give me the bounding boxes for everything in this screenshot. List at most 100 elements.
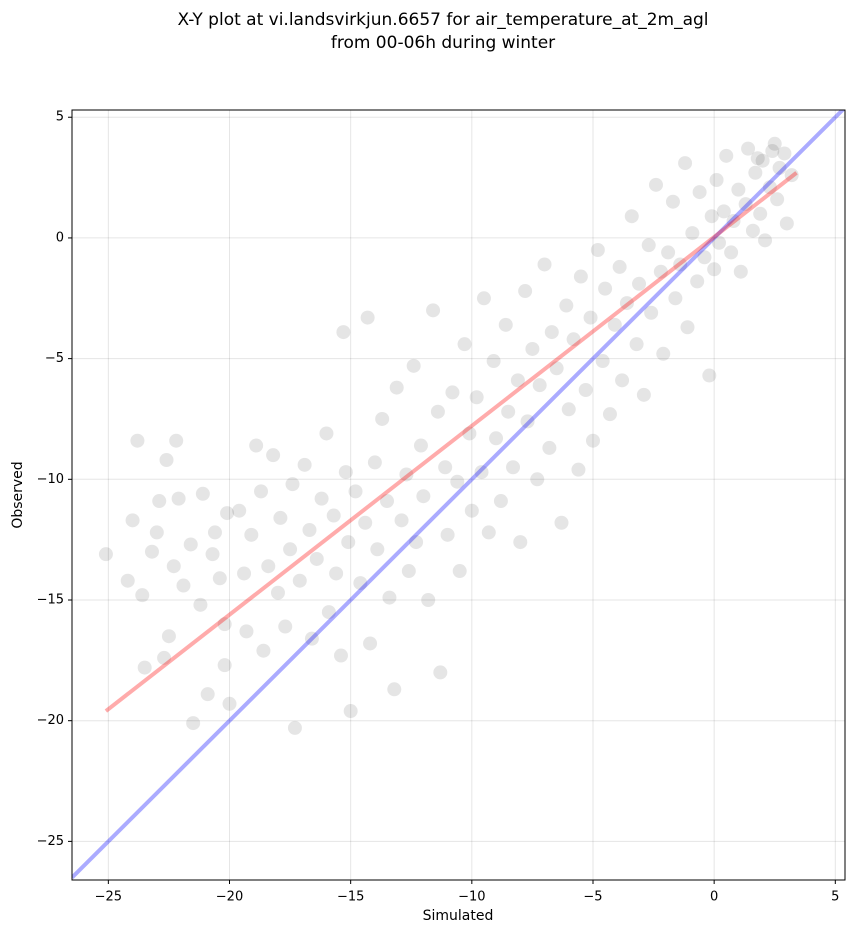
scatter-point bbox=[438, 460, 453, 475]
scatter-point bbox=[678, 156, 693, 171]
scatter-point bbox=[573, 269, 588, 284]
scatter-point bbox=[619, 296, 634, 311]
scatter-point bbox=[222, 696, 237, 711]
scatter-point bbox=[149, 525, 164, 540]
scatter-point bbox=[549, 361, 564, 376]
scatter-point bbox=[152, 494, 167, 509]
scatter-point bbox=[207, 525, 222, 540]
scatter-point bbox=[171, 491, 186, 506]
scatter-point bbox=[532, 378, 547, 393]
scatter-point bbox=[685, 226, 700, 241]
scatter-point bbox=[254, 484, 269, 499]
scatter-point bbox=[430, 404, 445, 419]
scatter-point bbox=[753, 206, 768, 221]
x-tick-label: −15 bbox=[337, 890, 364, 905]
scatter-point bbox=[489, 431, 504, 446]
scatter-point bbox=[440, 527, 455, 542]
chart-subtitle: from 00-06h during winter bbox=[331, 33, 555, 53]
scatter-point bbox=[692, 185, 707, 200]
scatter-point bbox=[554, 515, 569, 530]
scatter-point bbox=[426, 303, 441, 318]
scatter-point bbox=[200, 687, 215, 702]
scatter-point bbox=[525, 341, 540, 356]
scatter-point bbox=[278, 619, 293, 634]
scatter-point bbox=[758, 233, 773, 248]
scatter-point bbox=[367, 455, 382, 470]
y-tick-label: −5 bbox=[45, 351, 64, 366]
scatter-point bbox=[673, 257, 688, 272]
reference-line bbox=[72, 110, 845, 880]
scatter-point bbox=[602, 407, 617, 422]
scatter-point bbox=[772, 160, 787, 175]
scatter-point bbox=[159, 453, 174, 467]
scatter-point bbox=[421, 593, 436, 607]
scatter-point bbox=[561, 402, 576, 417]
scatter-point bbox=[464, 503, 479, 518]
scatter-point bbox=[770, 192, 785, 207]
scatter-point bbox=[399, 467, 414, 482]
scatter-point bbox=[321, 605, 336, 620]
x-tick-label: −25 bbox=[95, 890, 122, 905]
scatter-point bbox=[513, 535, 528, 550]
scatter-point bbox=[520, 414, 535, 429]
scatter-point bbox=[629, 337, 644, 352]
scatter-point bbox=[360, 310, 375, 325]
scatter-point bbox=[195, 486, 210, 501]
scatter-point bbox=[510, 373, 525, 388]
scatter-point bbox=[578, 383, 593, 397]
scatter-point bbox=[338, 465, 353, 480]
scatter-point bbox=[166, 559, 181, 574]
scatter-point bbox=[750, 151, 765, 166]
scatter-point bbox=[329, 566, 344, 581]
scatter-point bbox=[353, 576, 368, 591]
scatter-point bbox=[336, 325, 351, 340]
scatter-point bbox=[690, 274, 705, 289]
x-axis-label: Simulated bbox=[423, 908, 494, 924]
scatter-point bbox=[656, 346, 671, 361]
scatter-point bbox=[765, 144, 780, 159]
plot-area bbox=[72, 110, 845, 880]
scatter-point bbox=[607, 317, 622, 332]
scatter-point bbox=[598, 281, 613, 296]
scatter-point bbox=[498, 317, 513, 332]
scatter-point bbox=[297, 457, 312, 472]
scatter-point bbox=[680, 320, 695, 335]
scatter-point bbox=[135, 588, 150, 603]
x-tick-label: 0 bbox=[710, 890, 718, 905]
plot-frame bbox=[71, 109, 846, 881]
scatter-point bbox=[98, 547, 113, 562]
y-tick-label: 0 bbox=[56, 230, 64, 245]
scatter-point bbox=[702, 368, 717, 383]
scatter-point bbox=[169, 433, 184, 448]
scatter-point bbox=[370, 542, 385, 557]
scatter-point bbox=[469, 390, 484, 405]
x-tick-label: −20 bbox=[216, 890, 243, 905]
scatter-point bbox=[302, 523, 317, 537]
scatter-point bbox=[493, 494, 508, 509]
scatter-point bbox=[716, 204, 731, 219]
scatter-point bbox=[636, 387, 651, 402]
scatter-point bbox=[506, 460, 521, 475]
scatter-point bbox=[595, 354, 610, 369]
scatter-point bbox=[711, 235, 726, 250]
y-axis-label: Observed bbox=[10, 461, 26, 528]
scatter-point bbox=[518, 284, 533, 299]
scatter-point bbox=[641, 238, 656, 253]
scatter-point bbox=[719, 148, 734, 163]
scatter-point bbox=[261, 559, 276, 574]
scatter-point bbox=[501, 404, 516, 419]
scatter-point bbox=[697, 250, 712, 265]
scatter-point bbox=[193, 597, 208, 612]
scatter-point bbox=[387, 682, 402, 697]
scatter-point bbox=[161, 629, 176, 644]
scatter-point bbox=[571, 462, 586, 477]
y-tick-label: 5 bbox=[56, 110, 64, 125]
y-tick-label: −20 bbox=[37, 713, 64, 728]
scatter-point bbox=[304, 631, 319, 646]
scatter-point bbox=[416, 489, 431, 504]
scatter-point bbox=[530, 472, 545, 487]
scatter-point bbox=[413, 438, 428, 453]
scatter-point bbox=[450, 474, 465, 489]
scatter-point bbox=[394, 513, 409, 528]
